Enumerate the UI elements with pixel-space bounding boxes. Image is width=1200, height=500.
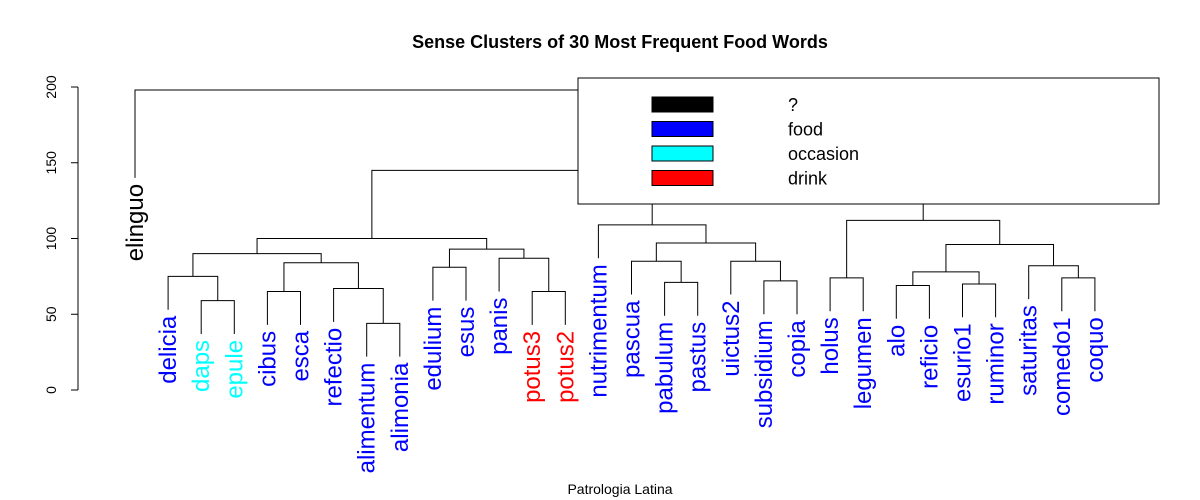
leaf-label-epule: epule: [221, 340, 248, 399]
leaf-label-copia: copia: [784, 320, 811, 378]
legend-label-drink: drink: [788, 169, 828, 189]
chart-title: Sense Clusters of 30 Most Frequent Food …: [412, 32, 828, 52]
leaf-label-alimentum: alimentum: [354, 363, 381, 474]
legend-swatch-drink: [651, 170, 714, 186]
branch-m12: [256, 238, 488, 254]
leaf-label-pascua: pascua: [619, 300, 646, 378]
leaf-label-legumen: legumen: [850, 317, 877, 409]
branch-m7: [192, 253, 322, 277]
leaf-label-potus3: potus3: [519, 331, 546, 403]
x-axis-label: Patrologia Latina: [567, 481, 672, 497]
branch-m20: [895, 284, 930, 319]
y-tick-label: 0: [43, 386, 59, 394]
leaf-label-uictus2: uictus2: [718, 301, 745, 377]
y-axis: 0 50 100 150 200: [43, 75, 79, 394]
leaf-label-esca: esca: [288, 330, 315, 381]
leaf-label-nutrimentum: nutrimentum: [585, 264, 612, 397]
branch-m2: [167, 275, 219, 310]
legend-label-unknown: ?: [788, 95, 798, 115]
y-tick-label: 200: [43, 75, 59, 99]
leaf-label-reficio: reficio: [916, 325, 943, 389]
leaf-label-elinguo: elinguo: [122, 184, 149, 261]
leaf-label-edulium: edulium: [420, 307, 447, 391]
legend-swatch-occasion: [651, 145, 714, 162]
branch-m14: [631, 260, 682, 295]
branch-m26: [846, 219, 1001, 278]
leaf-label-holus: holus: [817, 317, 844, 374]
branch-m15: [763, 280, 798, 315]
legend: ? food occasion drink: [577, 77, 1160, 205]
y-tick-label: 100: [43, 227, 59, 251]
leaf-label-refectio: refectio: [321, 328, 348, 407]
leaf-label-delicia: delicia: [155, 315, 182, 384]
leaf-labels: elinguo delicia daps epule cibus esca refectio…: [122, 184, 1109, 473]
leaf-label-panis: panis: [486, 298, 513, 355]
leaf-label-daps: daps: [188, 340, 215, 392]
y-tick-label: 150: [43, 151, 59, 175]
branch-m23: [1061, 277, 1096, 312]
branch-m22: [912, 271, 980, 286]
leaf-label-esus: esus: [453, 307, 480, 358]
legend-swatch-unknown: [651, 96, 714, 113]
branch-m9: [531, 291, 566, 325]
branch-m25: [945, 244, 1055, 272]
y-tick-label: 50: [43, 306, 59, 322]
legend-label-food: food: [788, 120, 823, 140]
branch-m6: [283, 262, 359, 292]
leaf-label-potus2: potus2: [552, 331, 579, 403]
leaf-label-alimonia: alimonia: [387, 362, 414, 452]
branch-m24: [1028, 265, 1079, 300]
branch-m10: [498, 257, 550, 292]
leaf-label-pastus: pastus: [685, 322, 712, 393]
branch-m19: [829, 277, 864, 312]
branch-m3: [266, 291, 301, 325]
leaf-label-comedo1: comedo1: [1049, 317, 1076, 416]
leaf-label-esurio1: esurio1: [950, 323, 977, 402]
leaf-label-cibus: cibus: [254, 331, 281, 387]
branch-m29: [134, 89, 581, 178]
leaf-label-subsidium: subsidium: [751, 320, 778, 428]
branch-m17: [655, 242, 757, 262]
branch-m13: [664, 281, 699, 316]
branch-m21: [962, 283, 997, 318]
branch-m1: [200, 300, 235, 334]
leaf-label-coquo: coquo: [1082, 317, 1109, 382]
legend-label-occasion: occasion: [788, 144, 859, 164]
leaf-label-ruminor: ruminor: [983, 323, 1010, 404]
branch-m8: [432, 266, 467, 301]
legend-swatch-food: [651, 121, 714, 137]
leaf-label-alo: alo: [883, 325, 910, 357]
branch-m4: [366, 322, 401, 357]
leaf-label-pabulum: pabulum: [652, 322, 679, 414]
branch-m16: [730, 260, 781, 295]
branch-m5: [333, 287, 384, 324]
branch-m18: [597, 224, 707, 259]
leaf-label-saturitas: saturitas: [1016, 305, 1043, 396]
